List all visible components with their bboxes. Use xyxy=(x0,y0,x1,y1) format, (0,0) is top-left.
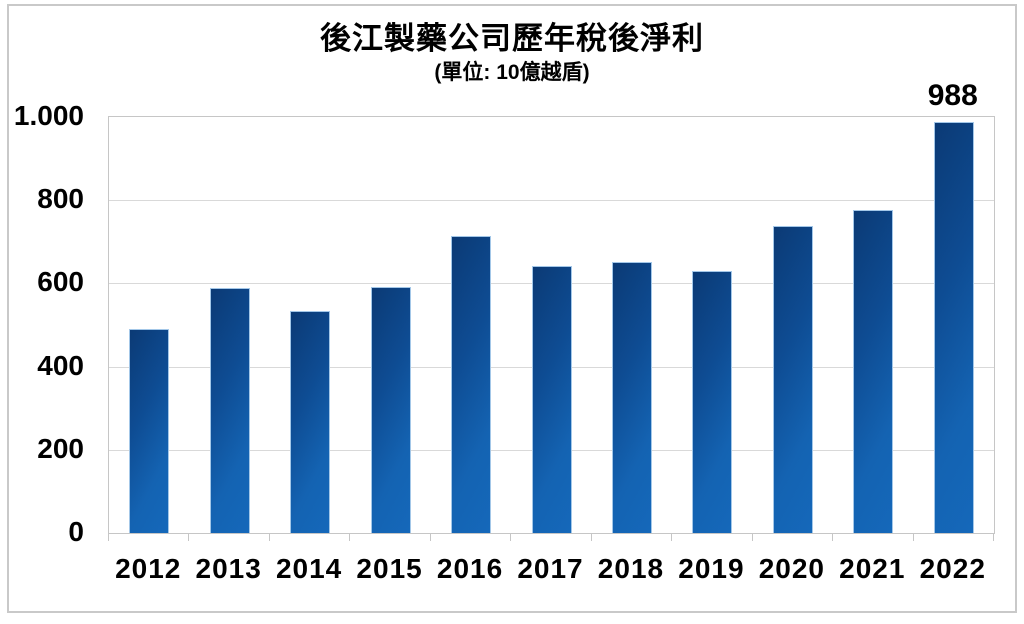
bar-2018 xyxy=(611,262,652,533)
x-axis-tick xyxy=(510,533,512,541)
x-axis-tick xyxy=(832,533,834,541)
bar-2019 xyxy=(692,270,733,533)
y-tick-label-600: 600 xyxy=(37,266,84,298)
x-axis-tick xyxy=(590,533,592,541)
x-tick-label-2022: 2022 xyxy=(919,553,986,584)
y-tick-label-1.000: 1.000 xyxy=(13,100,84,131)
x-tick-label-2018: 2018 xyxy=(597,553,665,584)
bar-2016 xyxy=(451,236,492,533)
x-axis-tick xyxy=(268,533,270,541)
x-tick-label-2014: 2014 xyxy=(275,553,343,584)
x-tick-label-2019: 2019 xyxy=(678,553,745,584)
bar-2017 xyxy=(531,265,572,533)
x-axis-tick xyxy=(912,533,914,541)
x-tick-label-2016: 2016 xyxy=(436,553,504,584)
y-tick-label-800: 800 xyxy=(37,183,84,215)
bar-2020 xyxy=(772,225,813,533)
chart-subtitle: (單位: 10億越盾) xyxy=(434,61,590,84)
x-axis-tick xyxy=(349,533,351,541)
x-tick-label-2013: 2013 xyxy=(195,553,262,584)
bar-2021 xyxy=(853,210,894,533)
x-axis-tick xyxy=(751,533,753,541)
x-axis-tick xyxy=(108,533,109,541)
x-tick-label-2012: 2012 xyxy=(115,553,182,584)
gridline-800 xyxy=(109,200,994,202)
x-tick-label-2015: 2015 xyxy=(356,553,423,584)
y-tick-label-400: 400 xyxy=(37,349,84,381)
x-axis-tick xyxy=(671,533,673,541)
chart-title: 後江製藥公司歷年稅後淨利 xyxy=(320,21,704,56)
bar-2013 xyxy=(209,287,250,533)
bar-2012 xyxy=(129,328,170,533)
data-label-2022: 988 xyxy=(927,78,978,112)
plot-area xyxy=(108,116,995,534)
x-tick-label-2017: 2017 xyxy=(517,553,584,584)
bar-2015 xyxy=(370,287,411,533)
bar-2022 xyxy=(933,122,974,533)
x-axis-tick xyxy=(188,533,190,541)
y-tick-label-0: 0 xyxy=(68,516,84,547)
x-tick-label-2021: 2021 xyxy=(839,553,906,584)
x-axis-tick xyxy=(429,533,431,541)
y-tick-label-200: 200 xyxy=(37,432,84,464)
x-tick-label-2020: 2020 xyxy=(758,553,825,584)
bar-2014 xyxy=(290,310,331,533)
x-axis-tick xyxy=(993,533,994,541)
